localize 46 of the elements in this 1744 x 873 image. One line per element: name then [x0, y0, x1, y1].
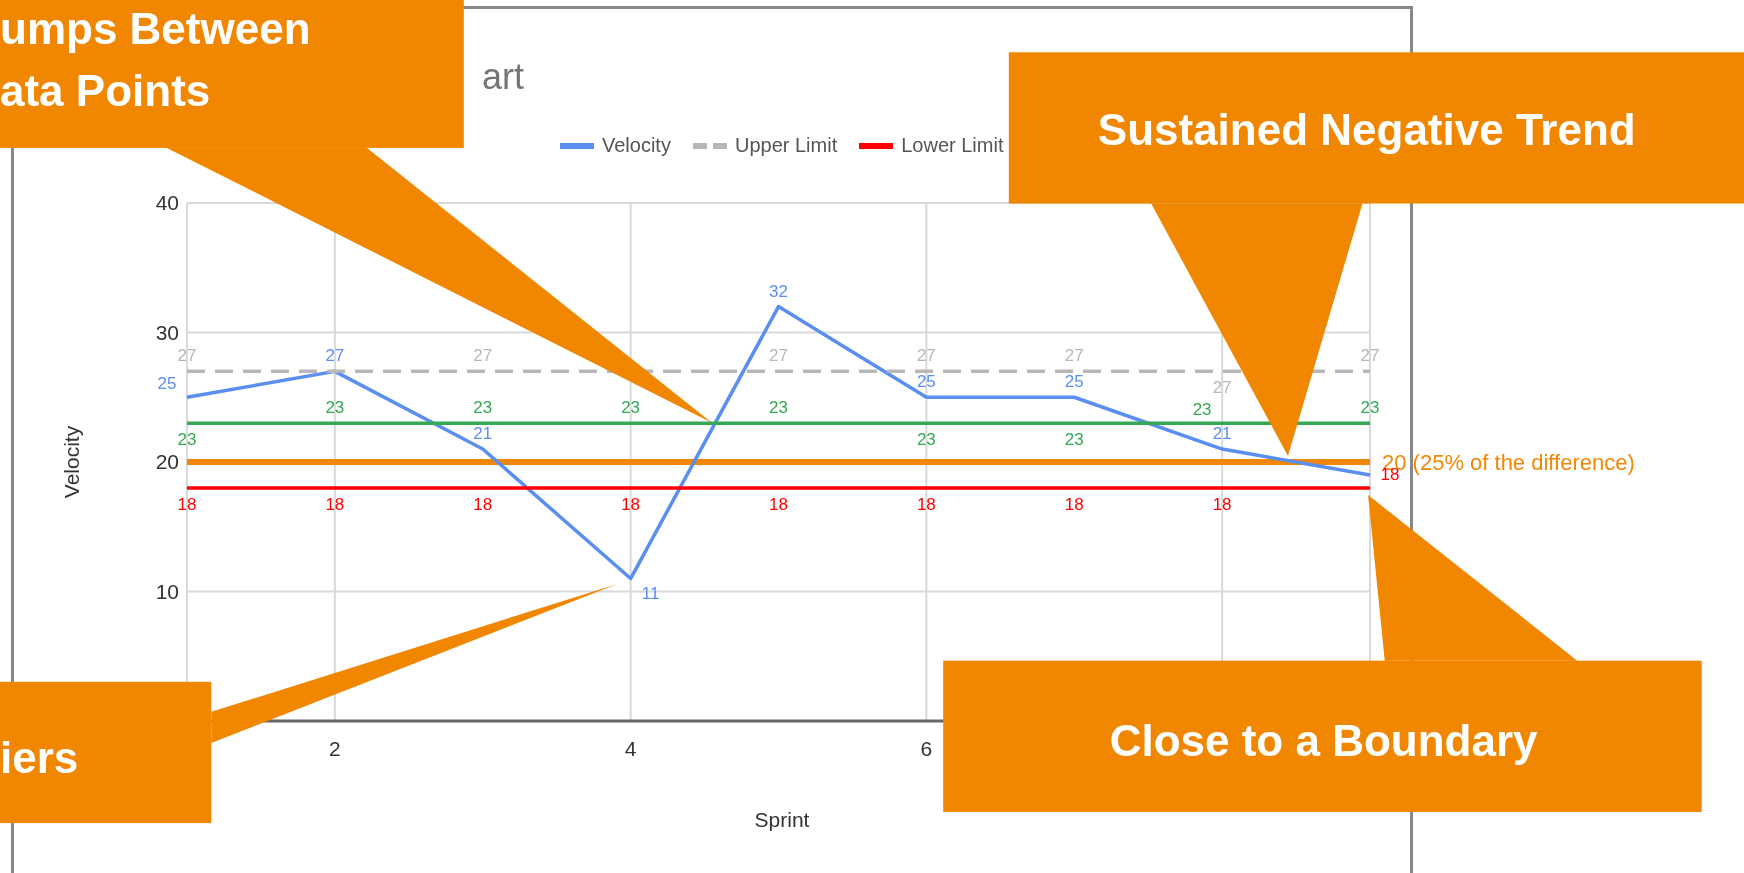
data-label: 23: [1192, 400, 1212, 420]
data-label: 23: [621, 398, 641, 418]
data-label: 27: [1360, 346, 1380, 366]
legend-label: Lower Limit: [901, 134, 1004, 157]
data-label: 18: [621, 494, 641, 514]
data-label: 18: [769, 494, 788, 514]
data-label: 32: [769, 281, 788, 301]
data-label: 27: [1212, 378, 1232, 398]
data-label: 23: [916, 430, 936, 450]
data-label: 18: [916, 494, 936, 514]
data-label: 18: [325, 494, 345, 514]
data-label: 27: [177, 346, 197, 366]
legend-label: Upper Limit: [734, 134, 838, 157]
data-label: 23: [177, 430, 197, 450]
data-label: 27: [769, 346, 788, 366]
y-tick-label: 40: [155, 191, 179, 215]
data-label: 25: [157, 374, 177, 394]
x-tick-label: 4: [624, 736, 637, 760]
y-tick-label: 20: [155, 450, 179, 474]
data-label: 25: [1064, 372, 1084, 392]
data-label: 27: [1064, 346, 1084, 366]
legend-label: Velocity: [602, 134, 671, 157]
data-label: 23: [473, 398, 493, 418]
chart-title: art: [482, 56, 525, 98]
data-label: 11: [641, 583, 660, 603]
y-axis-title: Velocity: [60, 425, 84, 499]
data-label: 25: [916, 372, 936, 392]
annotation: Close to a Boundary: [1109, 716, 1539, 766]
x-axis-title: Sprint: [754, 808, 810, 832]
data-label: 18: [177, 494, 197, 514]
data-label: 21: [1212, 424, 1232, 444]
y-tick-label: 30: [155, 320, 179, 344]
data-label: 27: [473, 346, 493, 366]
data-label: 21: [473, 424, 493, 444]
data-label: 18: [1064, 494, 1084, 514]
x-tick-label: 2: [329, 736, 341, 760]
data-label: 23: [1360, 398, 1380, 418]
data-label: 23: [325, 398, 345, 418]
data-label: 23: [769, 398, 788, 418]
data-label: 23: [1064, 430, 1084, 450]
data-label: 27: [325, 346, 345, 366]
data-label: 27: [916, 346, 936, 366]
data-label: 18: [1212, 494, 1232, 514]
y-tick-label: 10: [155, 579, 179, 603]
x-tick-label: 6: [920, 736, 933, 760]
data-label: 18: [473, 494, 493, 514]
